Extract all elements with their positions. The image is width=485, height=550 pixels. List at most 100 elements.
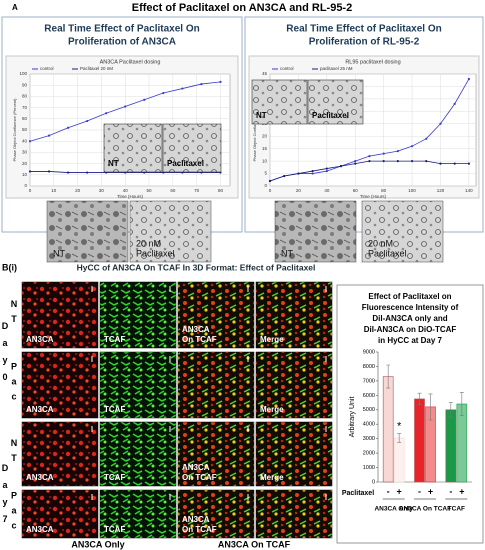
micrograph-label: 20 nM bbox=[368, 238, 393, 248]
row-label: N bbox=[11, 438, 18, 448]
x-tick-label: 10 bbox=[51, 188, 57, 193]
panel-heading: Proliferation of RL-95-2 bbox=[309, 37, 420, 48]
row-label: c bbox=[11, 391, 16, 401]
column-group-label: AN3CA Only bbox=[71, 539, 124, 549]
x-axis-label: Paclitaxel bbox=[342, 490, 374, 497]
micrograph bbox=[177, 489, 255, 539]
chart-title: AN3CA Paclitaxel dosing bbox=[100, 59, 161, 65]
significance-label: * bbox=[397, 421, 402, 433]
data-point bbox=[325, 169, 328, 173]
day-label: 0 bbox=[2, 372, 7, 382]
y-tick-label: 5 bbox=[264, 171, 267, 176]
data-point bbox=[453, 102, 456, 105]
cell-label: AN3CA bbox=[26, 473, 54, 482]
inset-label: Paclitaxel bbox=[167, 159, 204, 168]
micrograph bbox=[99, 421, 177, 487]
x-tick-label: 30 bbox=[99, 188, 105, 193]
data-point bbox=[86, 119, 89, 123]
data-point bbox=[453, 162, 456, 165]
data-point bbox=[181, 87, 184, 90]
cell-label: AN3CA bbox=[182, 325, 210, 334]
x-axis-label: Time (Hours) bbox=[117, 194, 144, 199]
micrograph bbox=[99, 489, 177, 539]
micrograph-label: NT bbox=[53, 248, 65, 258]
cell-label: On TCAF bbox=[182, 335, 217, 344]
row-label: a bbox=[11, 376, 17, 386]
day-label: 7 bbox=[2, 514, 7, 524]
y-tick-label: 7000 bbox=[363, 378, 375, 384]
data-point bbox=[354, 160, 357, 163]
micrograph bbox=[129, 200, 212, 263]
cell-label: TCAF bbox=[104, 473, 125, 482]
micrograph bbox=[46, 200, 129, 263]
x-tick-label: AN3CA On TCAF bbox=[399, 506, 451, 513]
inset-image bbox=[307, 79, 364, 125]
inset-label: Paclitaxel bbox=[312, 111, 349, 120]
cell-label: AN3CA bbox=[26, 405, 54, 414]
data-point bbox=[66, 126, 70, 129]
x-tick-label: 140 bbox=[465, 188, 473, 193]
day-label: a bbox=[2, 480, 8, 490]
chart-title: DiI-AN3CA on DiO-TCAF bbox=[364, 325, 457, 334]
data-point bbox=[105, 112, 108, 115]
y-tick-label: 3000 bbox=[363, 436, 375, 442]
cell-label: AN3CA bbox=[26, 525, 54, 534]
y-tick-label: 20 bbox=[22, 161, 28, 166]
y-tick-label: 1000 bbox=[363, 465, 375, 471]
y-tick-label: 0 bbox=[372, 479, 375, 485]
y-tick-label: 10 bbox=[22, 172, 28, 177]
micrograph bbox=[21, 351, 99, 419]
data-point bbox=[86, 171, 89, 174]
chart-title: in HyCC at Day 7 bbox=[378, 336, 443, 345]
treatment-label: + bbox=[459, 486, 464, 496]
micrograph bbox=[21, 281, 99, 349]
cell-label: AN3CA bbox=[182, 463, 210, 472]
data-point bbox=[268, 179, 272, 183]
day-label: y bbox=[2, 355, 7, 365]
data-point bbox=[66, 171, 70, 174]
data-point bbox=[410, 160, 414, 163]
micrograph bbox=[274, 200, 357, 263]
micrograph bbox=[255, 421, 333, 487]
micrograph bbox=[99, 351, 177, 419]
y-tick-label: 60 bbox=[22, 116, 28, 121]
data-point bbox=[28, 170, 32, 173]
panel-label: B(i) bbox=[2, 262, 17, 272]
treatment-label: - bbox=[418, 486, 421, 496]
panel-heading: Real Time Effect of Paclitaxel On bbox=[44, 24, 199, 35]
y-tick-label: 8000 bbox=[363, 364, 375, 370]
data-point bbox=[47, 170, 51, 173]
column-group-label: AN3CA On TCAF bbox=[218, 539, 291, 549]
legend-label: control bbox=[280, 66, 294, 71]
error-bar bbox=[386, 364, 391, 389]
day-label: D bbox=[2, 463, 9, 473]
error-bar bbox=[459, 392, 464, 416]
micrograph-label: Paclitaxel bbox=[368, 248, 407, 258]
data-point bbox=[311, 169, 314, 173]
cell-label: Merge bbox=[260, 405, 284, 414]
x-axis-label: Time (Hours) bbox=[360, 194, 387, 199]
x-tick-label: 60 bbox=[170, 188, 176, 193]
data-point bbox=[368, 160, 371, 163]
y-tick-label: 9000 bbox=[363, 349, 375, 355]
y-tick-label: 4000 bbox=[363, 422, 375, 428]
y-tick-label: 0 bbox=[24, 183, 27, 188]
y-tick-label: 10 bbox=[262, 158, 268, 163]
micrograph bbox=[21, 489, 99, 539]
cell-label: AN3CA bbox=[26, 335, 54, 344]
y-axis-label: Arbitrary Unit bbox=[349, 397, 356, 438]
data-point bbox=[410, 145, 414, 148]
chart-title: RL95 paclitaxel dosing bbox=[345, 59, 400, 65]
bar bbox=[445, 409, 457, 483]
x-tick-label: 20 bbox=[296, 188, 302, 193]
legend-label: control bbox=[40, 66, 54, 71]
y-tick-label: 40 bbox=[22, 138, 28, 143]
x-tick-label: 80 bbox=[218, 188, 224, 193]
panel-label: A bbox=[12, 3, 18, 12]
data-point bbox=[47, 134, 51, 137]
x-tick-label: 20 bbox=[75, 188, 81, 193]
error-bar bbox=[397, 433, 402, 443]
y-tick-label: 45 bbox=[262, 71, 268, 76]
x-tick-label: 70 bbox=[194, 188, 200, 193]
